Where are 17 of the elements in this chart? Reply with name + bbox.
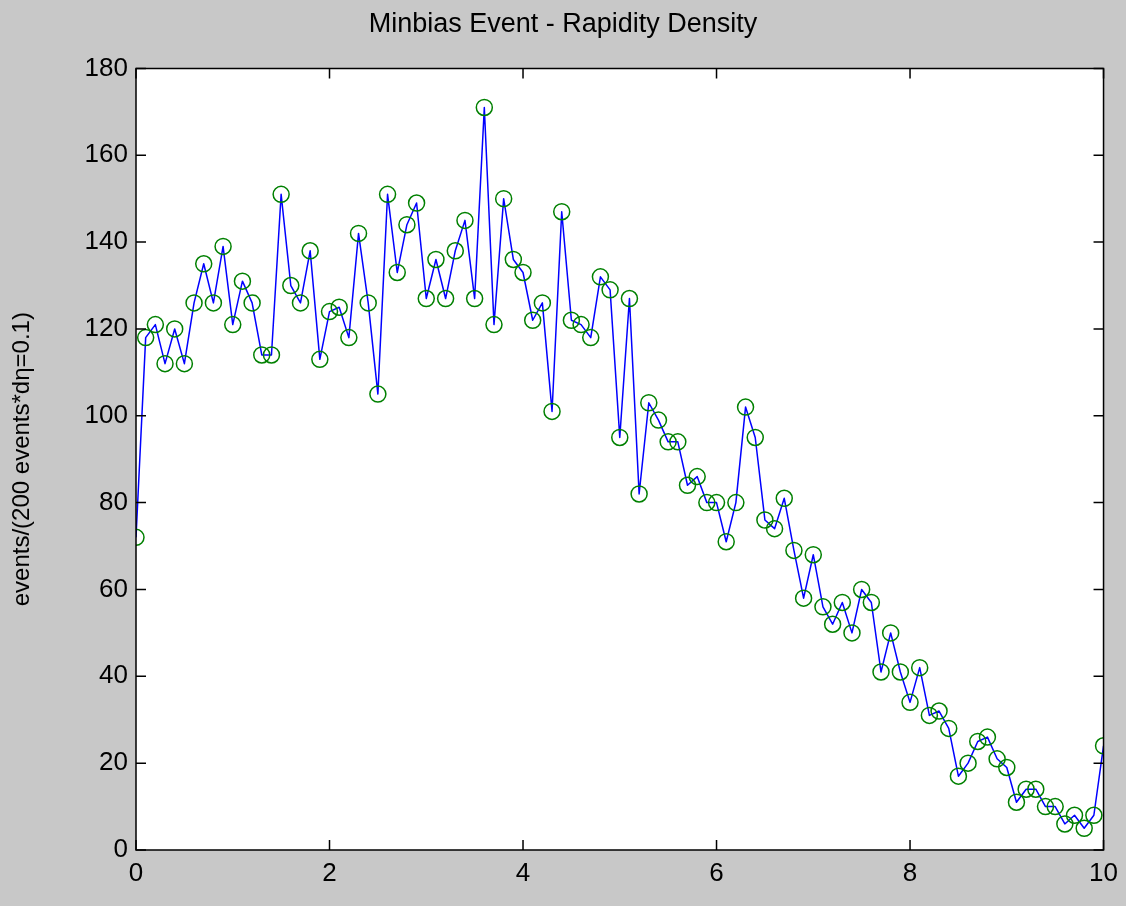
x-tick-label: 8 xyxy=(902,856,918,887)
x-tick-label: 4 xyxy=(515,856,531,887)
y-tick-label: 160 xyxy=(84,138,128,169)
y-tick-label: 140 xyxy=(84,225,128,256)
chart-title: Minbias Event - Rapidity Density xyxy=(368,7,758,38)
x-tick-label: 10 xyxy=(1089,856,1118,887)
y-tick-label: 40 xyxy=(99,659,128,690)
y-tick-label: 20 xyxy=(99,746,128,777)
y-tick-label: 0 xyxy=(113,833,128,864)
y-tick-label: 100 xyxy=(84,398,128,429)
y-tick-label: 80 xyxy=(99,485,128,516)
x-tick-label: 6 xyxy=(709,856,724,887)
y-tick-label: 120 xyxy=(84,312,128,343)
y-tick-label: 60 xyxy=(99,572,128,603)
x-tick-label: 2 xyxy=(322,856,337,887)
y-axis-title: events/(200 events*dη=0.1) xyxy=(7,312,35,607)
y-tick-label: 180 xyxy=(84,51,128,82)
